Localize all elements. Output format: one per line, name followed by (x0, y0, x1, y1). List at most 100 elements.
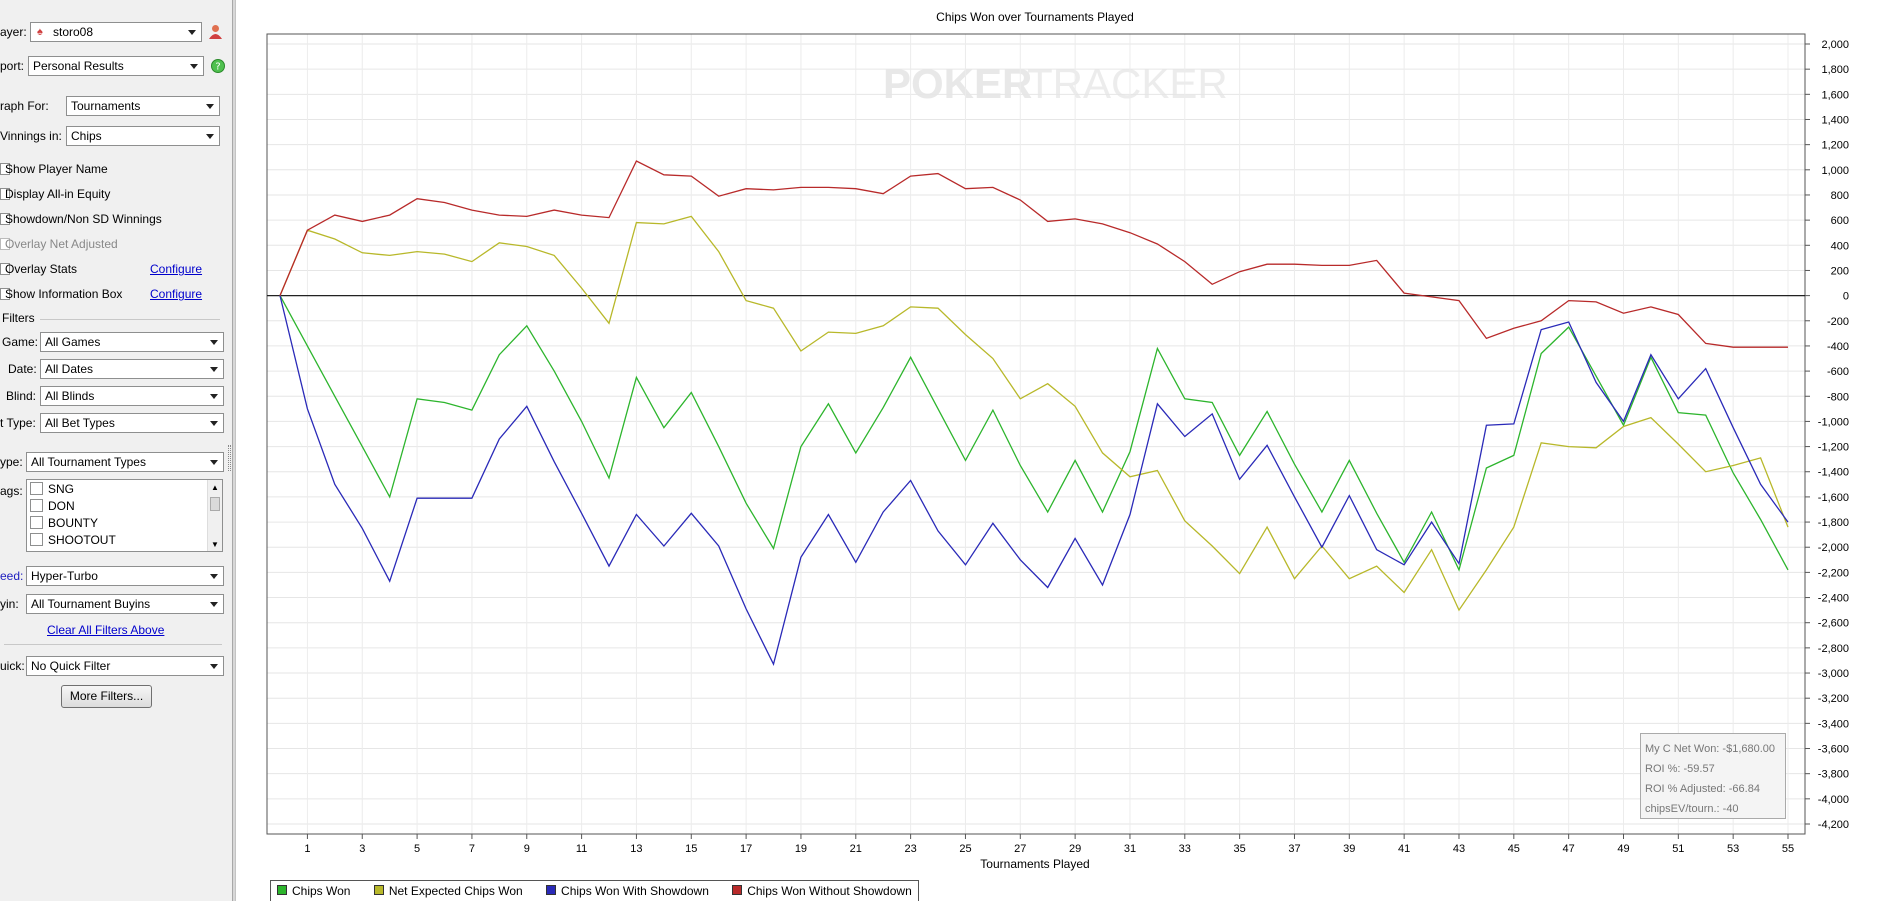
y-tick-label: -1,600 (1818, 492, 1849, 504)
blind-select[interactable]: All Blinds (40, 386, 224, 406)
date-select[interactable]: All Dates (40, 359, 224, 379)
series-lines (279, 160, 1789, 667)
option-show-player-name[interactable]: Show Player Name (0, 159, 232, 181)
clear-all-filters-link[interactable]: Clear All Filters Above (47, 623, 165, 637)
y-tick-label: -2,400 (1818, 593, 1849, 605)
x-tick-label: 29 (1069, 843, 1081, 855)
checkbox[interactable] (30, 482, 43, 495)
date-value: All Dates (45, 362, 94, 376)
help-icon[interactable]: ? (211, 59, 225, 73)
chevron-down-icon (210, 340, 218, 345)
checkbox[interactable] (30, 516, 43, 529)
tag-item[interactable]: SHOOTOUT (30, 533, 116, 550)
bet-type-label: t Type: (0, 416, 36, 430)
tournament-type-row: ype: All Tournament Types (0, 452, 232, 474)
option-label: Show Information Box (5, 287, 123, 301)
legend-item-with-showdown: Chips Won With Showdown (546, 884, 709, 898)
tournament-type-select[interactable]: All Tournament Types (26, 452, 224, 472)
chevron-down-icon (210, 574, 218, 579)
chart-area: Chips Won over Tournaments Played POKER … (266, 10, 1849, 871)
option-label: Display All-in Equity (5, 187, 111, 201)
checkbox[interactable] (0, 213, 10, 225)
y-tick-label: -3,000 (1818, 668, 1849, 680)
quick-filter-select[interactable]: No Quick Filter (26, 656, 224, 676)
y-tick-label: 800 (1831, 190, 1849, 202)
checkbox[interactable] (0, 163, 10, 175)
chevron-down-icon (210, 602, 218, 607)
y-tick-label: 1,000 (1821, 165, 1849, 177)
y-tick-label: 400 (1831, 240, 1849, 252)
tags-scrollbar[interactable]: ▲ ▼ (207, 480, 222, 551)
winnings-in-label: Vinnings in: (0, 129, 62, 143)
more-filters-button[interactable]: More Filters... (61, 685, 152, 708)
checkbox[interactable] (30, 499, 43, 512)
scroll-up-icon[interactable]: ▲ (211, 483, 219, 492)
winnings-in-select[interactable]: Chips (66, 126, 220, 146)
bet-type-value: All Bet Types (45, 416, 115, 430)
tag-item[interactable]: DON (30, 499, 75, 516)
date-row: Date: All Dates (0, 359, 232, 381)
player-label: ayer: (0, 25, 27, 39)
y-tick-label: -1,000 (1818, 416, 1849, 428)
y-tick-label: -2,000 (1818, 542, 1849, 554)
configure-info-box-link[interactable]: Configure (150, 287, 203, 301)
y-tick-label: -2,600 (1818, 618, 1849, 630)
game-select[interactable]: All Games (40, 332, 224, 352)
splitter[interactable] (232, 0, 236, 901)
information-box: My C Net Won: -$1,680.00 ROI %: -59.57 R… (1640, 733, 1786, 819)
legend-label: Chips Won Without Showdown (747, 884, 912, 898)
option-overlay-stats[interactable]: Overlay Stats Configure (0, 259, 232, 281)
info-net-won: My C Net Won: -$1,680.00 (1645, 743, 1776, 755)
x-tick-label: 9 (524, 843, 530, 855)
option-show-information-box[interactable]: Show Information Box Configure (0, 284, 232, 306)
quick-label: uick: (0, 659, 25, 673)
speed-row: eed: Hyper-Turbo (0, 566, 232, 588)
x-tick-label: 53 (1727, 843, 1739, 855)
graph-for-select[interactable]: Tournaments (66, 96, 220, 116)
divider (4, 644, 222, 645)
x-tick-label: 49 (1617, 843, 1629, 855)
legend-swatch (546, 885, 557, 895)
chevron-down-icon (210, 460, 218, 465)
legend-label: Chips Won With Showdown (561, 884, 709, 898)
x-tick-label: 41 (1398, 843, 1410, 855)
scroll-thumb[interactable] (210, 497, 220, 511)
y-tick-label: 1,800 (1821, 64, 1849, 76)
speed-value: Hyper-Turbo (31, 569, 98, 583)
speed-select[interactable]: Hyper-Turbo (26, 566, 224, 586)
option-display-all-in-equity[interactable]: Display All-in Equity (0, 184, 232, 206)
y-axis: 2,000 1,800 1,600 1,400 1,200 1,000 800 600 400 2… (1805, 39, 1849, 831)
player-select[interactable]: ♠ storo08 (30, 22, 202, 42)
speed-label: eed: (0, 569, 24, 583)
y-tick-label: -1,800 (1818, 517, 1849, 529)
watermark-right: TRACKER (1027, 60, 1228, 107)
y-tick-label: -1,200 (1818, 442, 1849, 454)
x-tick-label: 33 (1179, 843, 1191, 855)
info-roi: ROI %: -59.57 (1645, 763, 1715, 775)
bet-type-select[interactable]: All Bet Types (40, 413, 224, 433)
divider (40, 319, 220, 320)
user-icon[interactable] (209, 24, 222, 39)
tournament-type-label: ype: (0, 455, 23, 469)
x-axis-title: Tournaments Played (980, 857, 1089, 871)
legend-swatch (732, 885, 743, 895)
checkbox[interactable] (0, 263, 10, 275)
y-tick-label: -600 (1827, 366, 1849, 378)
tag-item[interactable]: BOUNTY (30, 516, 98, 533)
tags-listbox[interactable]: SNG DON BOUNTY SHOOTOUT ▲ ▼ (26, 479, 223, 552)
checkbox[interactable] (0, 188, 10, 200)
configure-stats-link[interactable]: Configure (150, 262, 203, 276)
checkbox[interactable] (30, 533, 43, 546)
y-tick-label: -2,800 (1818, 643, 1849, 655)
report-select[interactable]: Personal Results (28, 56, 204, 76)
chevron-down-icon (188, 30, 196, 35)
x-tick-label: 47 (1563, 843, 1575, 855)
checkbox[interactable] (0, 288, 10, 300)
tag-item[interactable]: SNG (30, 482, 74, 499)
y-tick-label: 1,400 (1821, 114, 1849, 126)
x-tick-label: 5 (414, 843, 420, 855)
splitter-grip[interactable] (228, 445, 231, 471)
buyin-select[interactable]: All Tournament Buyins (26, 594, 224, 614)
option-showdown-winnings[interactable]: Showdown/Non SD Winnings (0, 209, 232, 231)
scroll-down-icon[interactable]: ▼ (211, 540, 219, 549)
